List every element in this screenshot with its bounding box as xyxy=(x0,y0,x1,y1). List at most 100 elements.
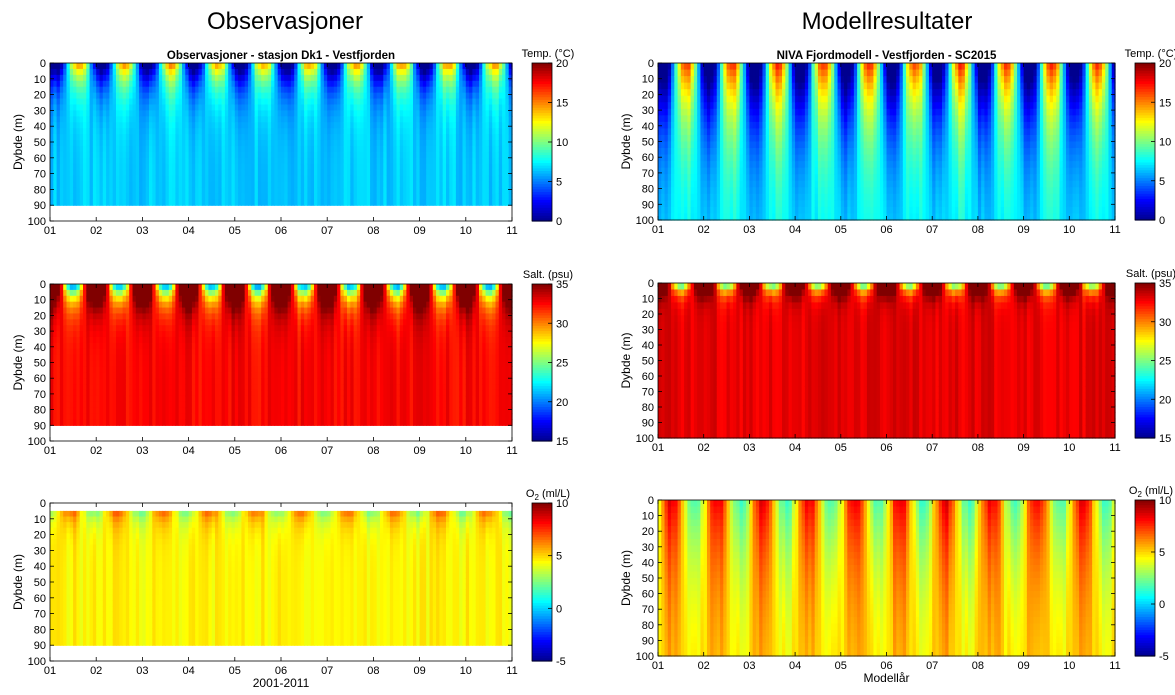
heatmap-cell xyxy=(50,413,54,421)
heatmap-cell xyxy=(165,199,170,206)
heatmap-cell xyxy=(218,104,223,111)
heatmap-cell xyxy=(366,104,371,111)
heatmap-cell xyxy=(376,128,381,135)
heatmap-cell xyxy=(327,74,332,82)
heatmap-cell xyxy=(383,199,388,206)
heatmap-cell xyxy=(125,175,130,183)
heatmap-cell xyxy=(284,181,289,189)
heatmap-cell xyxy=(366,68,371,76)
heatmap-cell xyxy=(314,116,318,123)
heatmap-cell xyxy=(271,151,275,159)
heatmap-cell xyxy=(165,122,170,129)
heatmap-cell xyxy=(69,145,74,153)
heatmap-cell xyxy=(465,169,470,177)
heatmap-cell xyxy=(191,86,196,94)
heatmap-cell xyxy=(505,63,510,70)
heatmap-cell xyxy=(393,134,398,141)
heatmap-cell xyxy=(281,151,285,159)
heatmap-cell xyxy=(59,289,64,297)
heatmap-cell xyxy=(389,134,394,141)
heatmap-cell xyxy=(86,384,91,391)
heatmap-cell xyxy=(482,175,487,183)
heatmap-cell xyxy=(185,163,190,171)
heatmap-cell xyxy=(360,140,365,147)
heatmap-cell xyxy=(83,419,87,426)
heatmap-cell xyxy=(201,68,206,76)
heatmap-cell xyxy=(79,181,84,189)
heatmap-cell xyxy=(215,80,219,88)
heatmap-cell xyxy=(502,151,506,159)
heatmap-cell xyxy=(165,104,170,111)
heatmap-cell xyxy=(462,110,467,117)
heatmap-cell xyxy=(455,181,460,189)
heatmap-cell xyxy=(488,140,493,147)
heatmap-cell xyxy=(50,86,54,94)
heatmap-cell xyxy=(462,80,467,88)
heatmap-cell xyxy=(429,199,434,206)
heatmap-cell xyxy=(455,80,460,88)
heatmap-cell xyxy=(347,134,351,141)
heatmap-cell xyxy=(409,163,414,171)
heatmap-cell xyxy=(274,199,279,206)
heatmap-cell xyxy=(215,193,219,200)
heatmap-cell xyxy=(449,74,454,82)
heatmap-cell xyxy=(261,104,266,111)
heatmap-cell xyxy=(56,307,61,315)
heatmap-cell xyxy=(446,187,450,194)
heatmap-cell xyxy=(122,86,127,94)
heatmap-cell xyxy=(409,104,414,111)
heatmap-cell xyxy=(271,68,275,76)
heatmap-cell xyxy=(175,151,180,159)
heatmap-cell xyxy=(69,68,74,76)
heatmap-cell xyxy=(287,80,292,88)
heatmap-cell xyxy=(116,157,120,165)
heatmap-cell xyxy=(208,163,213,171)
heatmap-cell xyxy=(96,122,101,129)
heatmap-cell xyxy=(413,145,417,153)
heatmap-cell xyxy=(53,175,58,183)
heatmap-cell xyxy=(132,181,137,189)
heatmap-cell xyxy=(178,80,183,88)
heatmap-cell xyxy=(63,313,68,320)
heatmap-cell xyxy=(274,74,279,82)
heatmap-cell xyxy=(399,68,404,76)
heatmap-cell xyxy=(208,98,213,106)
heatmap-cell xyxy=(393,175,398,183)
heatmap-cell xyxy=(455,151,460,159)
heatmap-cell xyxy=(353,74,358,82)
heatmap-cell xyxy=(459,98,464,106)
heatmap-cell xyxy=(274,116,279,123)
heatmap-cell xyxy=(109,140,114,147)
heatmap-cell xyxy=(211,92,216,100)
heatmap-cell xyxy=(257,187,262,194)
heatmap-cell xyxy=(92,175,97,183)
heatmap-cell xyxy=(132,169,137,177)
heatmap-cell xyxy=(459,187,464,194)
heatmap-cell xyxy=(73,413,77,421)
heatmap-cell xyxy=(172,181,176,189)
heatmap-cell xyxy=(422,199,427,206)
heatmap-cell xyxy=(429,74,434,82)
heatmap-cell xyxy=(152,181,157,189)
heatmap-cell xyxy=(356,122,361,129)
heatmap-cell xyxy=(386,175,391,183)
heatmap-cell xyxy=(145,187,150,194)
x-tick-label: 10 xyxy=(460,225,472,237)
heatmap-cell xyxy=(129,63,134,70)
heatmap-cell xyxy=(439,134,444,141)
heatmap-cell xyxy=(479,140,483,147)
heatmap-cell xyxy=(89,86,94,94)
heatmap-cell xyxy=(59,348,64,356)
heatmap-cell xyxy=(413,169,417,177)
heatmap-cell xyxy=(63,419,68,426)
heatmap-cell xyxy=(475,163,480,171)
heatmap-cell xyxy=(132,98,137,106)
heatmap-cell xyxy=(224,151,229,159)
heatmap-cell xyxy=(162,68,167,76)
heatmap-cell xyxy=(119,116,124,123)
heatmap-cell xyxy=(261,181,266,189)
heatmap-cell xyxy=(112,199,117,206)
heatmap-cell xyxy=(482,145,487,153)
heatmap-cell xyxy=(106,68,110,76)
heatmap-cell xyxy=(178,110,183,117)
